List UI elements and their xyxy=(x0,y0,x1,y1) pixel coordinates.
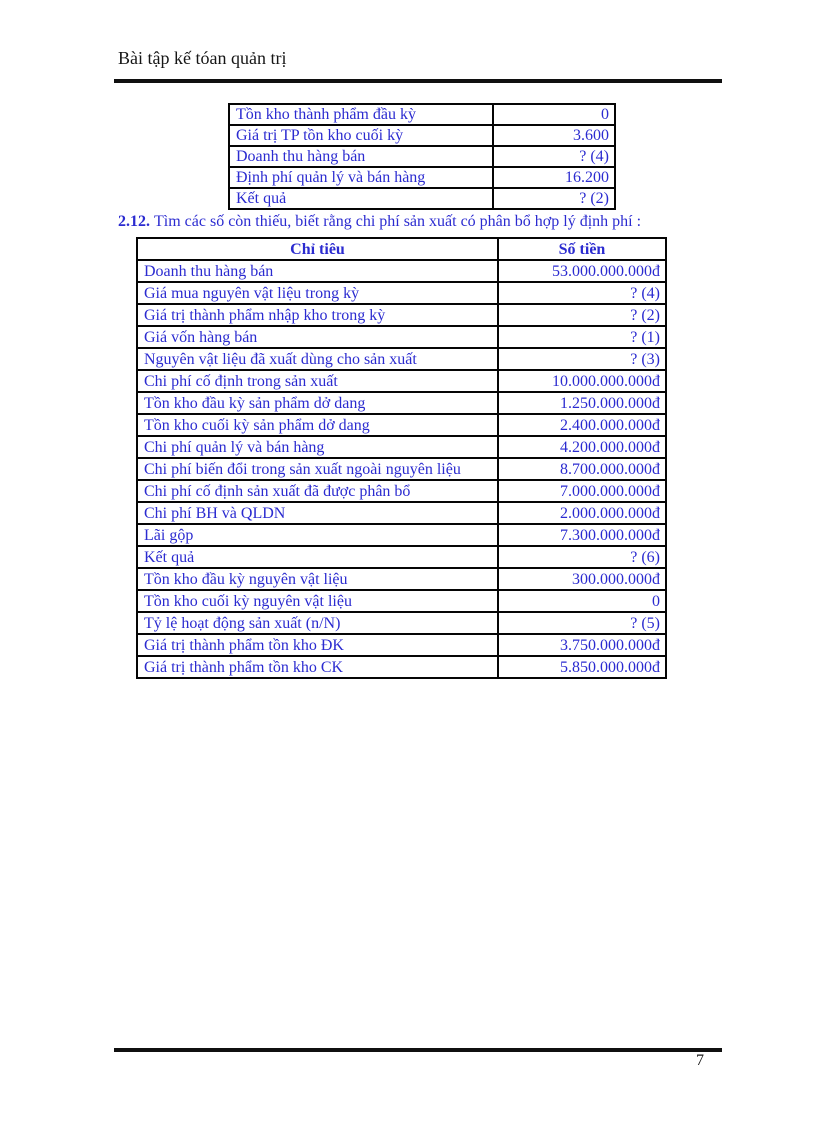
row-label: Tỷ lệ hoạt động sản xuất (n/N) xyxy=(136,611,499,635)
cost-allocation-table: Chỉ tiêu Số tiền Doanh thu hàng bán 53.0… xyxy=(136,237,667,679)
row-value: 0 xyxy=(492,103,616,126)
row-value: 8.700.000.000đ xyxy=(497,457,667,481)
row-value: 3.600 xyxy=(492,124,616,147)
table-row: Tồn kho cuối kỳ sản phẩm dở dang 2.400.0… xyxy=(136,413,667,437)
row-value: 16.200 xyxy=(492,166,616,189)
row-value: ? (1) xyxy=(497,325,667,349)
footer-rule xyxy=(114,1048,722,1052)
row-label: Chi phí BH và QLDN xyxy=(136,501,499,525)
row-value: 7.300.000.000đ xyxy=(497,523,667,547)
table-row: Tồn kho đầu kỳ nguyên vật liệu 300.000.0… xyxy=(136,567,667,591)
table-row: Chi phí cố định trong sản xuất 10.000.00… xyxy=(136,369,667,393)
header-rule xyxy=(114,79,722,83)
row-label: Nguyên vật liệu đã xuất dùng cho sản xuấ… xyxy=(136,347,499,371)
table-row: Chi phí biến đổi trong sản xuất ngoài ng… xyxy=(136,457,667,481)
row-label: Kết quả xyxy=(136,545,499,569)
row-label: Lãi gộp xyxy=(136,523,499,547)
table-row: Kết quả ? (2) xyxy=(228,187,616,210)
table-row: Kết quả ? (6) xyxy=(136,545,667,569)
table-row: Chi phí quản lý và bán hàng 4.200.000.00… xyxy=(136,435,667,459)
column-header-amount: Số tiền xyxy=(497,237,667,261)
table-row: Giá trị thành phẩm tồn kho ĐK 3.750.000.… xyxy=(136,633,667,657)
table-row: Tồn kho thành phẩm đầu kỳ 0 xyxy=(228,103,616,126)
exercise-2-12-heading: 2.12. Tìm các số còn thiếu, biết rằng chi… xyxy=(118,211,778,232)
table-row: Chi phí BH và QLDN 2.000.000.000đ xyxy=(136,501,667,525)
exercise-instruction: Tìm các số còn thiếu, biết rằng chi phí … xyxy=(154,213,642,230)
row-value: 4.200.000.000đ xyxy=(497,435,667,459)
table-row: Giá mua nguyên vật liệu trong kỳ ? (4) xyxy=(136,281,667,305)
row-label: Chi phí quản lý và bán hàng xyxy=(136,435,499,459)
table-row: Định phí quản lý và bán hàng 16.200 xyxy=(228,166,616,189)
row-value: 7.000.000.000đ xyxy=(497,479,667,503)
row-label: Doanh thu hàng bán xyxy=(136,259,499,283)
table-row: Lãi gộp 7.300.000.000đ xyxy=(136,523,667,547)
row-value: 1.250.000.000đ xyxy=(497,391,667,415)
exercise-number: 2.12. xyxy=(118,213,150,230)
table-row: Giá trị thành phẩm tồn kho CK 5.850.000.… xyxy=(136,655,667,679)
row-value: ? (2) xyxy=(492,187,616,210)
page-number: 7 xyxy=(696,1052,704,1069)
row-label: Chi phí cố định trong sản xuất xyxy=(136,369,499,393)
table-row: Giá trị TP tồn kho cuối kỳ 3.600 xyxy=(228,124,616,147)
row-label: Tồn kho đầu kỳ sản phẩm dở dang xyxy=(136,391,499,415)
table-row: Chi phí cố định sản xuất đã được phân bổ… xyxy=(136,479,667,503)
table-header-row: Chỉ tiêu Số tiền xyxy=(136,237,667,261)
finished-goods-summary-table: Tồn kho thành phẩm đầu kỳ 0 Giá trị TP t… xyxy=(228,103,616,210)
row-value: ? (6) xyxy=(497,545,667,569)
row-label: Doanh thu hàng bán xyxy=(228,145,494,168)
page-header-title: Bài tập kế tóan quản trị xyxy=(118,48,287,68)
table-row: Tỷ lệ hoạt động sản xuất (n/N) ? (5) xyxy=(136,611,667,635)
table-row: Tồn kho đầu kỳ sản phẩm dở dang 1.250.00… xyxy=(136,391,667,415)
row-value: ? (5) xyxy=(497,611,667,635)
table-row: Doanh thu hàng bán ? (4) xyxy=(228,145,616,168)
row-label: Giá mua nguyên vật liệu trong kỳ xyxy=(136,281,499,305)
table-row: Nguyên vật liệu đã xuất dùng cho sản xuấ… xyxy=(136,347,667,371)
row-value: 0 xyxy=(497,589,667,613)
table-row: Giá vốn hàng bán ? (1) xyxy=(136,325,667,349)
table-row: Doanh thu hàng bán 53.000.000.000đ xyxy=(136,259,667,283)
row-label: Giá trị thành phẩm tồn kho ĐK xyxy=(136,633,499,657)
row-label: Giá trị thành phẩm tồn kho CK xyxy=(136,655,499,679)
row-label: Kết quả xyxy=(228,187,494,210)
row-label: Giá trị TP tồn kho cuối kỳ xyxy=(228,124,494,147)
row-value: ? (4) xyxy=(492,145,616,168)
row-label: Tồn kho cuối kỳ sản phẩm dở dang xyxy=(136,413,499,437)
row-label: Định phí quản lý và bán hàng xyxy=(228,166,494,189)
row-value: 53.000.000.000đ xyxy=(497,259,667,283)
row-label: Giá vốn hàng bán xyxy=(136,325,499,349)
row-value: ? (2) xyxy=(497,303,667,327)
row-value: ? (4) xyxy=(497,281,667,305)
row-value: 10.000.000.000đ xyxy=(497,369,667,393)
row-value: 2.400.000.000đ xyxy=(497,413,667,437)
row-label: Chi phí biến đổi trong sản xuất ngoài ng… xyxy=(136,457,499,481)
row-label: Tồn kho cuối kỳ nguyên vật liệu xyxy=(136,589,499,613)
row-value: ? (3) xyxy=(497,347,667,371)
row-label: Chi phí cố định sản xuất đã được phân bổ xyxy=(136,479,499,503)
table-row: Tồn kho cuối kỳ nguyên vật liệu 0 xyxy=(136,589,667,613)
row-value: 300.000.000đ xyxy=(497,567,667,591)
row-value: 2.000.000.000đ xyxy=(497,501,667,525)
row-label: Giá trị thành phẩm nhập kho trong kỳ xyxy=(136,303,499,327)
row-value: 5.850.000.000đ xyxy=(497,655,667,679)
column-header-criteria: Chỉ tiêu xyxy=(136,237,499,261)
row-label: Tồn kho thành phẩm đầu kỳ xyxy=(228,103,494,126)
row-label: Tồn kho đầu kỳ nguyên vật liệu xyxy=(136,567,499,591)
table-row: Giá trị thành phẩm nhập kho trong kỳ ? (… xyxy=(136,303,667,327)
row-value: 3.750.000.000đ xyxy=(497,633,667,657)
